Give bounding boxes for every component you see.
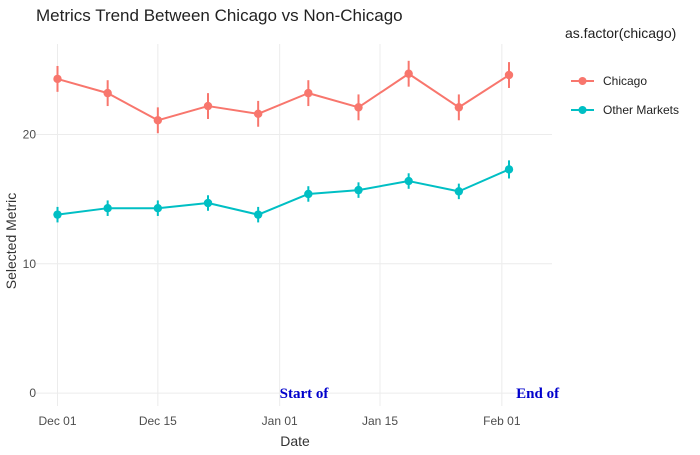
data-point-other-markets	[304, 189, 313, 199]
data-point-other-markets	[504, 165, 514, 174]
tick-layer: Dec 01 Dec 15 Jan 01 Jan 15 Feb 01 0 10 20	[23, 128, 521, 429]
y-axis-title: Selected Metric	[3, 193, 19, 289]
series-line-chicago	[56, 72, 510, 122]
data-point-chicago	[504, 70, 514, 80]
data-point-chicago	[153, 116, 163, 125]
series-layer	[53, 60, 514, 223]
data-point-chicago	[203, 101, 213, 111]
data-point-chicago	[404, 69, 413, 78]
legend-item-other-markets[interactable]: Other Markets	[571, 103, 679, 117]
series-chicago	[53, 60, 514, 134]
legend: as.factor(chicago) Chicago Other Markets	[565, 25, 679, 117]
y-tick-label: 10	[23, 257, 37, 271]
data-point-other-markets	[253, 210, 263, 219]
chart-title: Metrics Trend Between Chicago vs Non-Chi…	[36, 6, 403, 25]
data-point-other-markets	[153, 203, 163, 213]
annotation-layer: Start of End of	[280, 386, 560, 402]
x-tick-label: Jan 01	[262, 414, 298, 428]
data-point-chicago	[354, 103, 363, 112]
legend-title: as.factor(chicago)	[565, 25, 676, 41]
data-point-other-markets	[354, 185, 363, 195]
annotation-start-of: Start of	[280, 386, 330, 402]
y-tick-label: 20	[23, 128, 37, 142]
data-point-chicago	[103, 88, 112, 98]
legend-item-chicago[interactable]: Chicago	[571, 74, 647, 88]
data-point-other-markets	[203, 198, 213, 208]
x-tick-label: Jan 15	[362, 414, 398, 428]
data-point-chicago	[53, 74, 62, 84]
data-point-chicago	[304, 88, 313, 98]
data-point-other-markets	[404, 176, 413, 186]
legend-marker-other-markets	[578, 106, 587, 114]
x-tick-label: Dec 15	[139, 414, 177, 428]
legend-label-chicago: Chicago	[603, 74, 647, 88]
legend-label-other-markets: Other Markets	[603, 103, 679, 117]
x-tick-label: Dec 01	[38, 414, 76, 428]
x-axis-title: Date	[280, 433, 310, 449]
data-point-other-markets	[53, 210, 62, 219]
y-tick-label: 0	[29, 386, 36, 400]
data-point-other-markets	[454, 187, 464, 196]
data-point-chicago	[253, 109, 263, 119]
x-tick-label: Feb 01	[483, 414, 521, 428]
data-point-chicago	[454, 103, 464, 112]
data-point-other-markets	[103, 203, 112, 213]
series-other-markets	[53, 160, 514, 223]
annotation-end-of: End of	[516, 386, 560, 402]
legend-marker-chicago	[578, 77, 587, 85]
series-line-other-markets	[56, 168, 510, 216]
